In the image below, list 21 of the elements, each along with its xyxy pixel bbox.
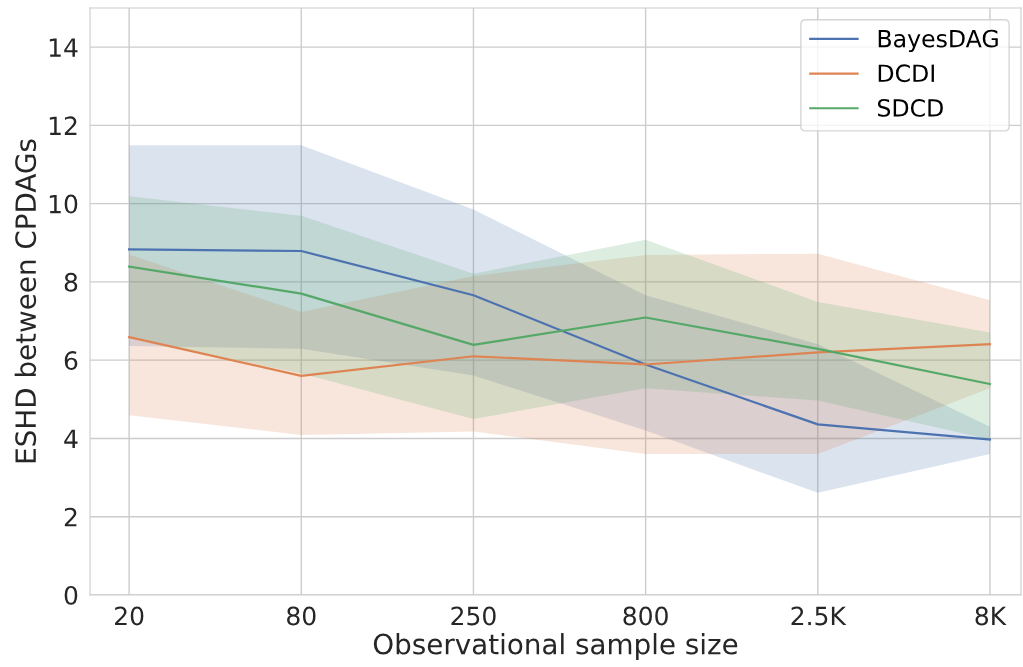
y-tick-label: 2 [64, 507, 77, 527]
y-axis-title: ESHD between CPDAGs [14, 139, 37, 463]
y-tick-label: 8 [64, 272, 78, 292]
x-axis-title: Observational sample size [373, 633, 738, 660]
line-series [128, 265, 992, 386]
legend-label: DCDI [878, 64, 934, 83]
x-tick-label: 800 [623, 606, 668, 626]
y-tick-label: 12 [49, 116, 77, 135]
y-tick-label: 10 [49, 194, 78, 214]
x-tick-label: 250 [451, 606, 496, 626]
x-tick-label: 80 [287, 606, 316, 626]
x-tick-label: 2.5K [791, 606, 847, 626]
y-tick-label: 4 [64, 429, 78, 448]
legend-label: BayesDAG [878, 29, 998, 53]
y-tick-label: 0 [64, 585, 78, 605]
x-tick-label: 8K [975, 606, 1007, 626]
legend-label: SDCD [877, 98, 943, 117]
y-tick-label: 14 [49, 38, 78, 57]
y-tick-label: 6 [64, 351, 78, 371]
x-tick-label: 20 [115, 606, 144, 626]
line-series [128, 335, 992, 377]
